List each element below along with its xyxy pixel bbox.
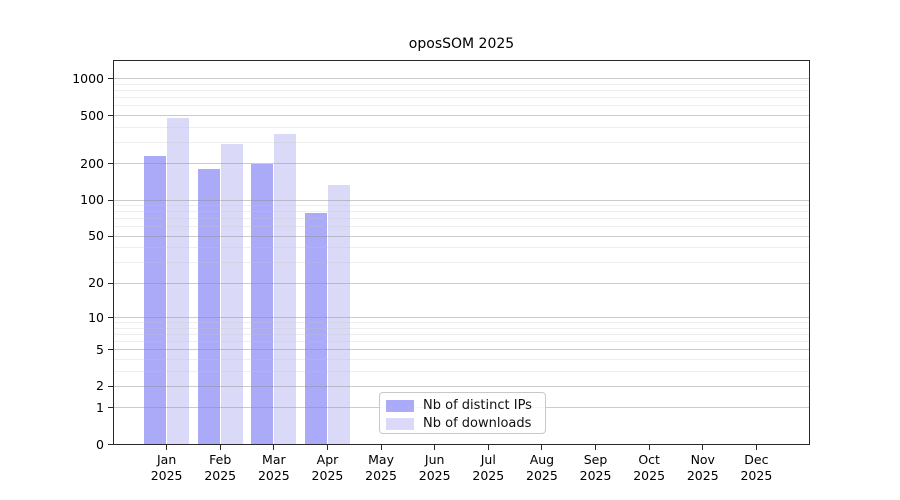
x-axis-tick — [434, 445, 436, 450]
minor-gridline — [114, 327, 809, 329]
x-axis-tick-label: Sep 2025 — [579, 452, 612, 483]
legend: Nb of distinct IPs Nb of downloads — [379, 392, 546, 434]
y-axis-tick — [108, 235, 113, 237]
y-axis-tick-label: 200 — [80, 155, 104, 171]
y-axis-tick — [108, 407, 113, 409]
x-axis-tick — [702, 445, 704, 450]
x-axis-tick — [755, 445, 757, 450]
minor-gridline — [114, 262, 809, 264]
major-gridline — [114, 235, 809, 237]
bar-feb-nb-of-downloads — [220, 144, 243, 444]
y-axis-tick — [108, 385, 113, 387]
major-gridline — [114, 163, 809, 165]
bar-jan-nb-of-distinct-ips — [144, 156, 167, 444]
minor-gridline — [114, 126, 809, 128]
y-axis-tick-label: 0 — [96, 436, 104, 452]
x-axis-tick — [166, 445, 168, 450]
major-gridline — [114, 115, 809, 117]
major-gridline — [114, 282, 809, 284]
bar-feb-nb-of-distinct-ips — [197, 168, 220, 444]
minor-gridline — [114, 247, 809, 249]
minor-gridline — [114, 141, 809, 143]
minor-gridline — [114, 97, 809, 99]
x-axis-tick — [273, 445, 275, 450]
x-axis-tick — [541, 445, 543, 450]
y-axis-tick-label: 50 — [88, 228, 104, 244]
y-axis-tick-label: 1 — [96, 399, 104, 415]
y-axis-tick — [108, 317, 113, 319]
x-axis-tick-label: Dec 2025 — [740, 452, 773, 483]
minor-gridline — [114, 358, 809, 360]
y-axis-tick — [108, 163, 113, 165]
minor-gridline — [114, 90, 809, 92]
chart-title: oposSOM 2025 — [408, 36, 515, 52]
minor-gridline — [114, 226, 809, 228]
minor-gridline — [114, 205, 809, 207]
y-axis-tick-label: 1000 — [72, 70, 104, 86]
major-gridline — [114, 385, 809, 387]
y-axis-tick — [108, 115, 113, 117]
y-axis-tick-label: 100 — [80, 192, 104, 208]
y-axis-tick — [108, 349, 113, 351]
legend-label-downloads: Nb of downloads — [423, 416, 532, 431]
minor-gridline — [114, 370, 809, 372]
major-gridline — [114, 317, 809, 319]
x-axis-tick-label: May 2025 — [365, 452, 397, 483]
y-axis-tick-label: 2 — [96, 378, 104, 394]
x-axis-tick-label: Feb 2025 — [204, 452, 237, 483]
major-gridline — [114, 78, 809, 80]
minor-gridline — [114, 211, 809, 213]
x-axis-tick-label: Mar 2025 — [257, 452, 290, 483]
y-axis-tick-label: 5 — [96, 341, 104, 357]
legend-item-downloads: Nb of downloads — [386, 416, 545, 432]
x-axis-tick — [380, 445, 382, 450]
x-axis-tick — [219, 445, 221, 450]
y-axis-tick — [108, 199, 113, 201]
x-axis-tick-label: Apr 2025 — [311, 452, 344, 483]
minor-gridline — [114, 105, 809, 107]
y-axis-tick — [108, 78, 113, 80]
minor-gridline — [114, 83, 809, 85]
minor-gridline — [114, 322, 809, 324]
x-axis-tick-label: Jul 2025 — [472, 452, 505, 483]
bar-jan-nb-of-downloads — [167, 117, 190, 444]
legend-item-distinct-ips: Nb of distinct IPs — [386, 398, 545, 414]
x-axis-tick — [487, 445, 489, 450]
x-axis-tick-label: Nov 2025 — [686, 452, 719, 483]
legend-swatch-distinct-ips — [386, 400, 414, 412]
minor-gridline — [114, 218, 809, 220]
y-axis-tick-label: 20 — [88, 275, 104, 291]
minor-gridline — [114, 341, 809, 343]
y-axis-tick-label: 10 — [88, 309, 104, 325]
bar-mar-nb-of-distinct-ips — [251, 164, 274, 444]
minor-gridline — [114, 333, 809, 335]
x-axis-tick-label: Jun 2025 — [418, 452, 451, 483]
legend-swatch-downloads — [386, 418, 414, 430]
legend-label-distinct-ips: Nb of distinct IPs — [423, 398, 532, 413]
y-axis-tick — [108, 444, 113, 445]
bar-mar-nb-of-downloads — [274, 133, 297, 444]
y-axis-tick-label: 500 — [80, 107, 104, 123]
major-gridline — [114, 349, 809, 351]
x-axis-tick-label: Oct 2025 — [633, 452, 666, 483]
x-axis-tick — [595, 445, 597, 450]
x-axis-tick-label: Jan 2025 — [150, 452, 183, 483]
bar-apr-nb-of-downloads — [327, 184, 350, 444]
bar-apr-nb-of-distinct-ips — [304, 213, 327, 444]
x-axis-tick — [648, 445, 650, 450]
major-gridline — [114, 199, 809, 201]
x-axis-tick — [326, 445, 328, 450]
x-axis-tick-label: Aug 2025 — [526, 452, 558, 483]
y-axis-tick — [108, 282, 113, 284]
